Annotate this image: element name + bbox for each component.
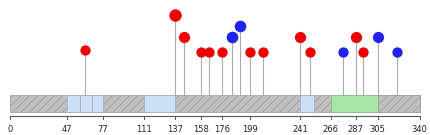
Text: 158: 158 — [193, 125, 209, 134]
Text: 47: 47 — [61, 125, 72, 134]
Point — [339, 51, 346, 53]
Text: 111: 111 — [136, 125, 152, 134]
Point — [374, 36, 381, 38]
Point — [260, 51, 267, 53]
Point — [180, 36, 187, 38]
Point — [353, 36, 359, 38]
Bar — [378, 95, 420, 112]
Bar — [301, 95, 314, 112]
Point — [228, 36, 235, 38]
Text: 287: 287 — [348, 125, 364, 134]
Text: 340: 340 — [412, 125, 427, 134]
Point — [359, 51, 366, 53]
Text: 241: 241 — [292, 125, 308, 134]
Text: 176: 176 — [214, 125, 230, 134]
Bar — [10, 95, 420, 112]
Bar — [331, 95, 378, 112]
Text: 305: 305 — [370, 125, 385, 134]
Point — [172, 14, 179, 16]
Point — [393, 51, 400, 53]
Text: 0: 0 — [8, 125, 13, 134]
Bar — [67, 95, 103, 112]
Text: 199: 199 — [242, 125, 258, 134]
Point — [297, 36, 304, 38]
Bar — [144, 95, 175, 112]
Point — [206, 51, 212, 53]
Point — [237, 25, 244, 27]
Point — [219, 51, 226, 53]
Text: 77: 77 — [98, 125, 108, 134]
Point — [246, 51, 253, 53]
Point — [307, 51, 313, 53]
Text: 137: 137 — [167, 125, 183, 134]
Text: 266: 266 — [322, 125, 338, 134]
Point — [82, 49, 89, 51]
Point — [197, 51, 204, 53]
